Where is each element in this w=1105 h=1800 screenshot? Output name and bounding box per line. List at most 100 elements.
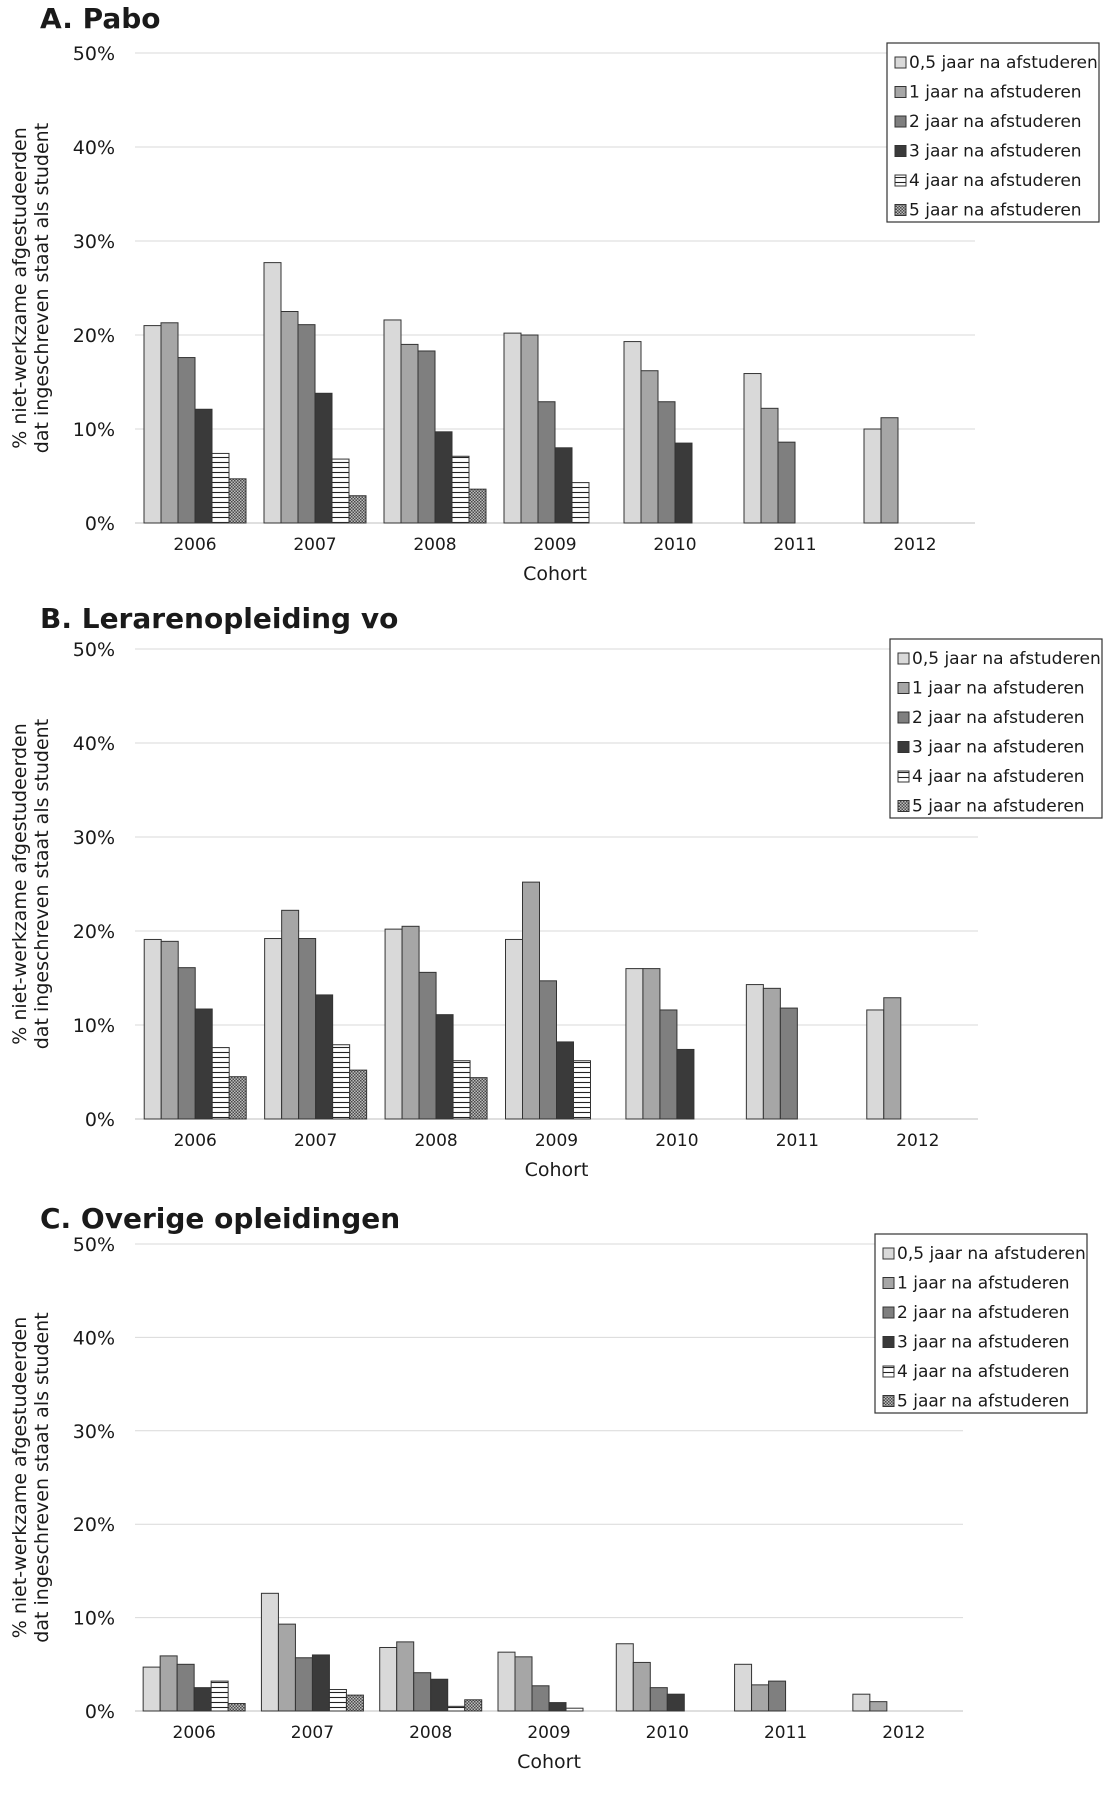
bar bbox=[264, 938, 283, 1120]
bar bbox=[537, 401, 556, 524]
bar bbox=[297, 324, 316, 524]
y-tick-label: 0% bbox=[85, 513, 115, 535]
y-tick-label: 10% bbox=[73, 1015, 115, 1037]
bar bbox=[548, 1702, 567, 1712]
bar bbox=[401, 925, 420, 1120]
x-tick-label: 2012 bbox=[893, 535, 936, 555]
legend-label: 2 jaar na afstuderen bbox=[909, 112, 1082, 132]
bar bbox=[260, 1592, 279, 1712]
y-axis-label: % niet-werkzame afgestudeerden bbox=[9, 723, 31, 1045]
x-tick-label: 2008 bbox=[413, 535, 456, 555]
bar bbox=[294, 1657, 313, 1712]
y-tick-label: 0% bbox=[85, 1701, 115, 1723]
legend-label: 2 jaar na afstuderen bbox=[897, 1303, 1070, 1323]
bar bbox=[497, 1651, 516, 1712]
x-tick-label: 2010 bbox=[653, 535, 696, 555]
bar bbox=[211, 1047, 230, 1120]
legend-swatch bbox=[894, 115, 907, 128]
bar bbox=[632, 1661, 651, 1712]
y-tick-label: 40% bbox=[73, 137, 115, 159]
x-tick-label: 2011 bbox=[764, 1723, 807, 1743]
bar bbox=[396, 1641, 415, 1712]
bar bbox=[384, 928, 403, 1120]
bar bbox=[866, 1009, 885, 1120]
bar bbox=[194, 1008, 213, 1120]
legend-swatch bbox=[897, 741, 910, 753]
bar bbox=[659, 1009, 678, 1120]
legend-label: 1 jaar na afstuderen bbox=[912, 679, 1085, 699]
legend-label: 1 jaar na afstuderen bbox=[909, 83, 1082, 103]
bar bbox=[657, 401, 676, 524]
bar bbox=[177, 967, 196, 1120]
bar bbox=[328, 1689, 347, 1712]
y-tick-label: 30% bbox=[73, 231, 115, 253]
bar bbox=[554, 447, 573, 524]
y-axis-label: dat ingeschreven staat als student bbox=[31, 123, 53, 453]
bar bbox=[228, 478, 247, 524]
x-axis-label: Cohort bbox=[525, 1159, 589, 1181]
legend bbox=[874, 1233, 1088, 1414]
bar bbox=[400, 343, 419, 524]
bar bbox=[571, 482, 590, 524]
bar bbox=[332, 1044, 351, 1120]
bar bbox=[503, 332, 522, 524]
bar bbox=[193, 1687, 212, 1712]
legend-swatch bbox=[894, 204, 907, 216]
bar bbox=[640, 370, 659, 524]
bar bbox=[531, 1685, 550, 1712]
bar bbox=[143, 325, 162, 524]
bar bbox=[464, 1699, 483, 1712]
bar bbox=[751, 1684, 770, 1712]
bar bbox=[452, 1060, 471, 1120]
bar bbox=[573, 1060, 591, 1120]
bar bbox=[331, 458, 350, 524]
y-tick-label: 30% bbox=[73, 827, 115, 849]
x-tick-label: 2012 bbox=[882, 1723, 925, 1743]
legend bbox=[886, 42, 1100, 223]
bar bbox=[142, 1666, 161, 1712]
y-tick-label: 0% bbox=[85, 1109, 115, 1131]
bar bbox=[451, 455, 470, 524]
y-tick-label: 40% bbox=[73, 1327, 115, 1349]
bar bbox=[514, 1656, 533, 1712]
legend-swatch bbox=[897, 711, 910, 724]
y-tick-label: 50% bbox=[73, 639, 115, 661]
bar bbox=[417, 350, 436, 524]
bar bbox=[734, 1663, 753, 1712]
bar bbox=[869, 1701, 888, 1712]
chart-pabo: 0% 10% 20% 30% 40% 50% % niet-werkzame afgestu… bbox=[9, 42, 1100, 585]
bar bbox=[623, 341, 642, 524]
bar bbox=[676, 1048, 695, 1120]
legend-swatch bbox=[882, 1395, 895, 1407]
x-tick-label: 2007 bbox=[294, 1131, 337, 1151]
x-tick-label: 2007 bbox=[291, 1723, 334, 1743]
bar bbox=[194, 408, 213, 524]
x-tick-label: 2006 bbox=[173, 1723, 216, 1743]
bar bbox=[768, 1680, 787, 1712]
panel-title-pabo: A. Pabo bbox=[40, 2, 161, 35]
legend-swatch bbox=[897, 652, 910, 665]
bar bbox=[615, 1643, 634, 1712]
bar bbox=[314, 392, 333, 524]
legend-label: 0,5 jaar na afstuderen bbox=[909, 53, 1098, 73]
legend-label: 3 jaar na afstuderen bbox=[912, 738, 1085, 758]
legend-swatch bbox=[882, 1336, 895, 1348]
legend-swatch bbox=[897, 770, 910, 783]
x-axis-label: Cohort bbox=[523, 563, 587, 585]
x-axis-label: Cohort bbox=[517, 1751, 581, 1773]
legend-label: 5 jaar na afstuderen bbox=[912, 797, 1085, 817]
bar bbox=[760, 407, 779, 524]
bar bbox=[522, 881, 540, 1120]
y-axis-label: dat ingeschreven staat als student bbox=[31, 719, 53, 1049]
x-tick-label: 2007 bbox=[293, 535, 336, 555]
x-tick-label: 2010 bbox=[655, 1131, 698, 1151]
bar bbox=[210, 1680, 229, 1712]
legend-label: 3 jaar na afstuderen bbox=[909, 142, 1082, 162]
legend-label: 4 jaar na afstuderen bbox=[912, 767, 1085, 787]
bar bbox=[383, 319, 402, 524]
x-tick-label: 2006 bbox=[174, 1131, 217, 1151]
bar bbox=[143, 938, 162, 1120]
bar bbox=[345, 1694, 364, 1712]
bar bbox=[666, 1693, 685, 1712]
bar bbox=[177, 357, 196, 524]
